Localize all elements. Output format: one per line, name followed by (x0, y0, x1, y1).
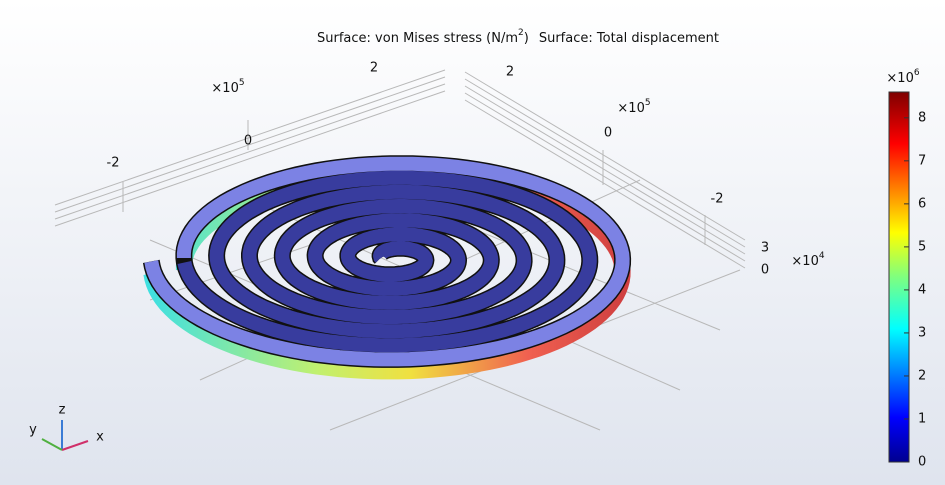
colorbar-tick-label: 5 (918, 239, 926, 254)
colorbar-tick-label: 4 (918, 282, 926, 297)
colorbar-tick-label: 0 (918, 455, 926, 470)
plot-title: Surface: von Mises stress (N/m2)Surface:… (317, 28, 719, 46)
multiplier: ×10 (791, 254, 818, 269)
colorbar-tick-label: 2 (918, 368, 926, 383)
colorbar-tick-label: 7 (918, 153, 926, 168)
axis-tick-label: 0 (761, 263, 769, 278)
axis-tick-label: 0 (604, 126, 612, 141)
colorbar-tick-label: 6 (918, 196, 926, 211)
multiplier: ×10 (617, 101, 644, 116)
axis-tick-label: -2 (711, 192, 724, 207)
axis-tick-label: 2 (370, 61, 378, 76)
axis-tick-label: -2 (107, 156, 120, 171)
graphics-window: Surface: von Mises stress (N/m 2) Surface:… (0, 0, 945, 485)
axis-tick-label: 0 (244, 134, 252, 149)
colorbar-tick-label: 8 (918, 110, 926, 125)
axis-tick-label: 3 (761, 241, 769, 256)
multiplier: ×10 (211, 81, 238, 96)
multiplier: ×10 (886, 71, 913, 86)
colorbar-tick-label: 3 (918, 325, 926, 340)
colorbar (889, 92, 909, 462)
exponent: 5 (645, 98, 651, 108)
title-close: ) (524, 31, 529, 46)
axis-tick-label: 2 (506, 65, 514, 80)
spiral-model (151, 164, 622, 372)
title-stress: Surface: von Mises stress (N/m (317, 31, 518, 46)
exponent: 5 (239, 78, 245, 88)
x-label: x (96, 430, 104, 445)
exponent: 4 (819, 251, 825, 261)
colorbar-tick-label: 1 (918, 411, 926, 426)
z-label: z (59, 403, 66, 418)
title-displacement: Surface: Total displacement (539, 31, 719, 46)
exponent: 6 (914, 68, 920, 78)
y-label: y (29, 423, 37, 438)
